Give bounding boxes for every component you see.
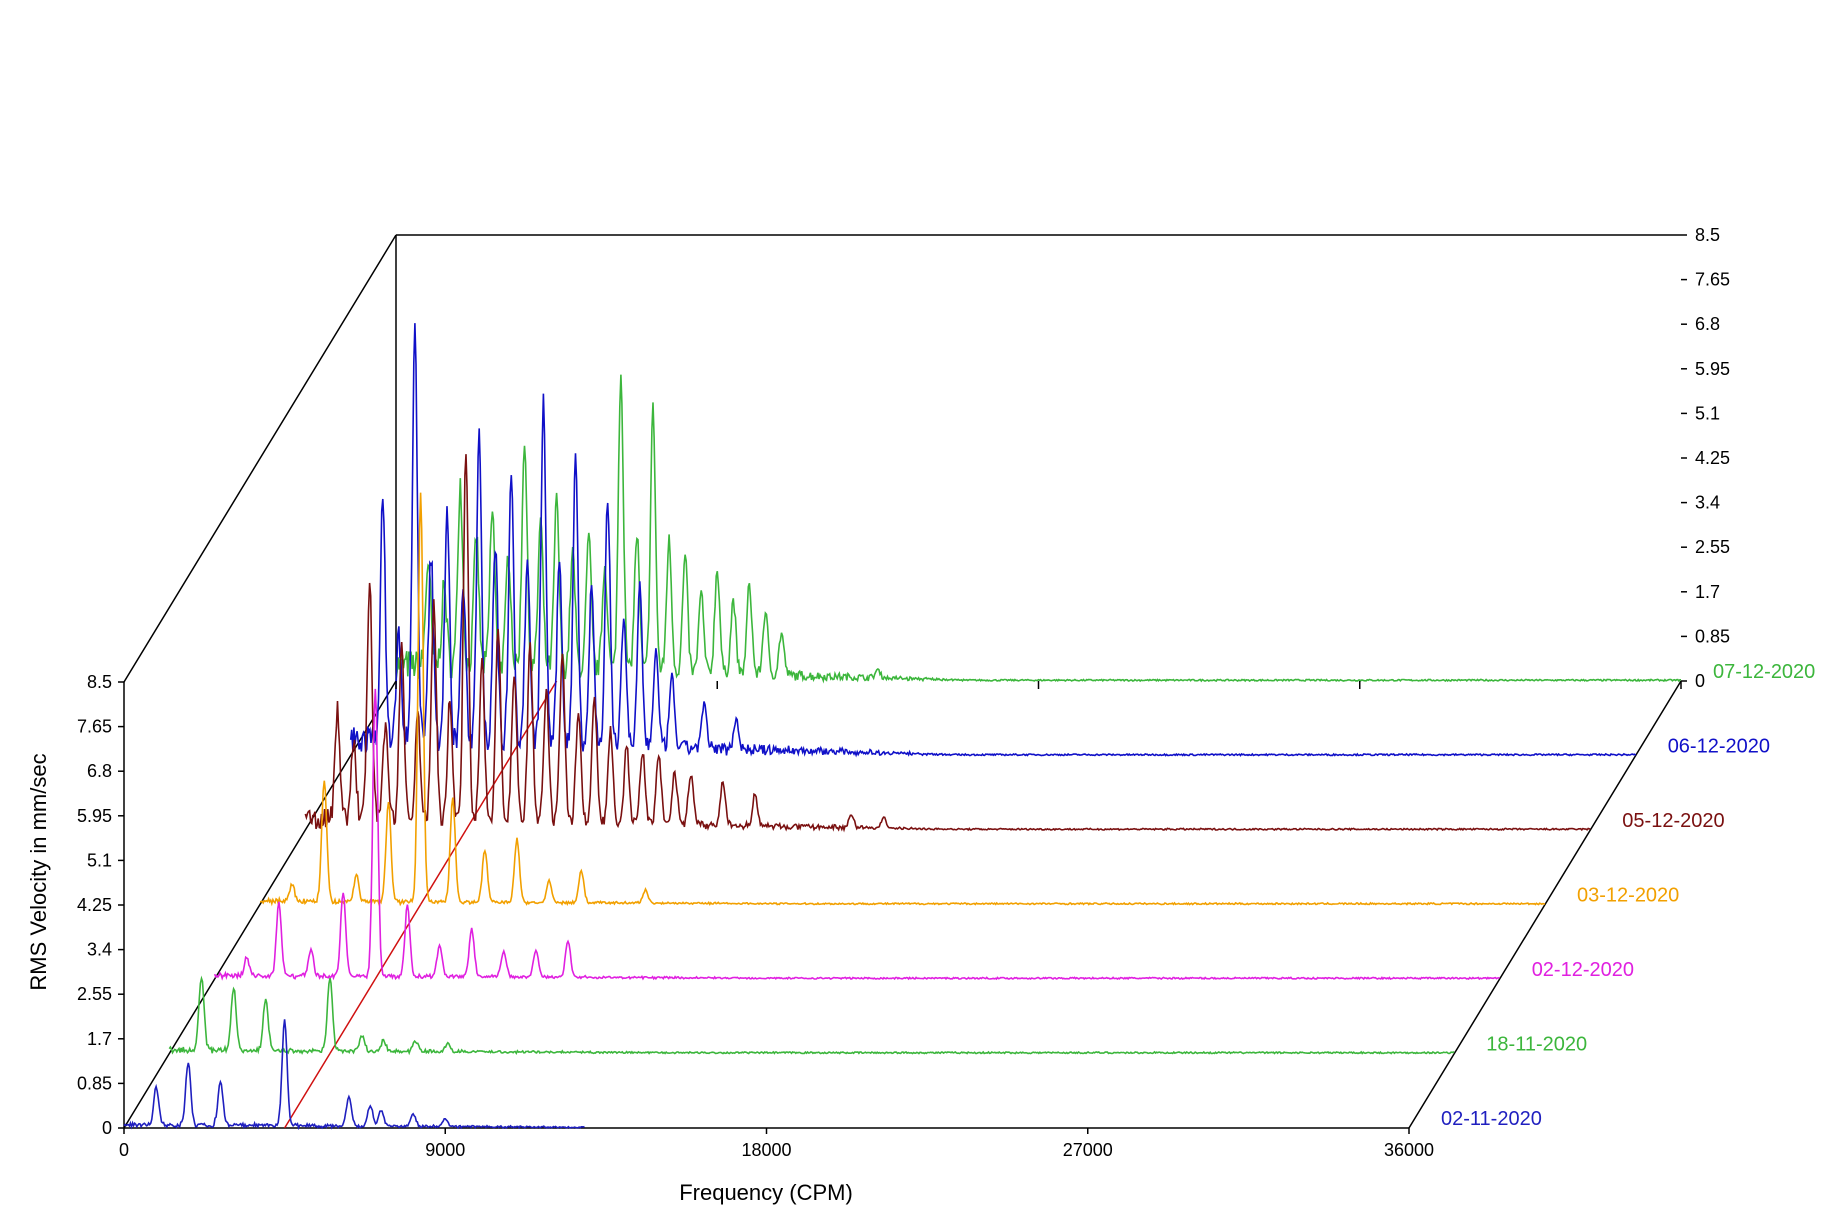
series-line (168, 975, 1455, 1056)
x-axis-label: Frequency (CPM) (679, 1180, 853, 1205)
back-y-tick-label: 5.1 (1695, 403, 1720, 423)
y-tick-label: 4.25 (77, 895, 112, 915)
depth-axis-left (123, 680, 397, 1129)
x-tick-label: 0 (119, 1140, 129, 1160)
back-y-tick-label: 1.7 (1695, 582, 1720, 602)
back-y-tick-label: 3.4 (1695, 493, 1720, 513)
back-y-tick-label: 4.25 (1695, 448, 1730, 468)
series-line (304, 454, 1591, 833)
series-label: 03-12-2020 (1577, 885, 1679, 907)
series-label: 02-11-2020 (1441, 1108, 1542, 1130)
back-y-tick-label: 7.65 (1695, 270, 1730, 290)
x-tick-label: 18000 (741, 1140, 791, 1160)
series-line (213, 688, 1501, 981)
y-tick-label: 1.7 (87, 1029, 112, 1049)
y-tick-label: 6.8 (87, 761, 112, 781)
series-label: 06-12-2020 (1668, 736, 1770, 758)
y-tick-label: 5.1 (87, 850, 112, 870)
y-tick-label: 5.95 (77, 806, 112, 826)
series-layer: 07-12-2020 06-12-2020 05-12-2020 03-12-2020… (123, 323, 1815, 1131)
back-y-tick-label: 8.5 (1695, 225, 1720, 245)
y-tick-label: 0.85 (77, 1073, 112, 1093)
y-tick-label: 3.4 (87, 940, 112, 960)
depth-axis-top (123, 234, 397, 683)
back-y-tick-label: 0.85 (1695, 626, 1730, 646)
trend-line-segment (374, 904, 422, 980)
y-tick-label: 7.65 (77, 717, 112, 737)
series-label: 02-12-2020 (1532, 959, 1634, 981)
series-line (259, 492, 1546, 907)
series-line (123, 1019, 585, 1131)
series-line (349, 323, 1637, 758)
x-tick-label: 9000 (425, 1140, 465, 1160)
back-y-tick-label: 6.8 (1695, 314, 1720, 334)
series-label: 05-12-2020 (1622, 810, 1724, 832)
y-tick-label: 8.5 (87, 672, 112, 692)
series-label: 18-11-2020 (1486, 1034, 1587, 1056)
back-y-tick-label: 5.95 (1695, 359, 1730, 379)
x-tick-label: 36000 (1384, 1140, 1434, 1160)
y-tick-label: 0 (102, 1118, 112, 1138)
x-tick-label: 27000 (1063, 1140, 1113, 1160)
ticks-layer: 0 9000 18000 27000 36000 0 0.85 1.7 2.55 3.4 4.25 5… (77, 225, 1730, 1160)
back-y-tick-label: 2.55 (1695, 537, 1730, 557)
series-label: 07-12-2020 (1713, 661, 1815, 683)
trend-line-segment (283, 1053, 331, 1129)
y-axis-label: RMS Velocity in mm/sec (26, 753, 51, 990)
x-axis-depth-right (1408, 680, 1682, 1129)
back-y-tick-label: 0 (1695, 671, 1705, 691)
trend-line-segment (329, 978, 376, 1054)
series-line (395, 374, 1681, 684)
y-tick-label: 2.55 (77, 984, 112, 1004)
